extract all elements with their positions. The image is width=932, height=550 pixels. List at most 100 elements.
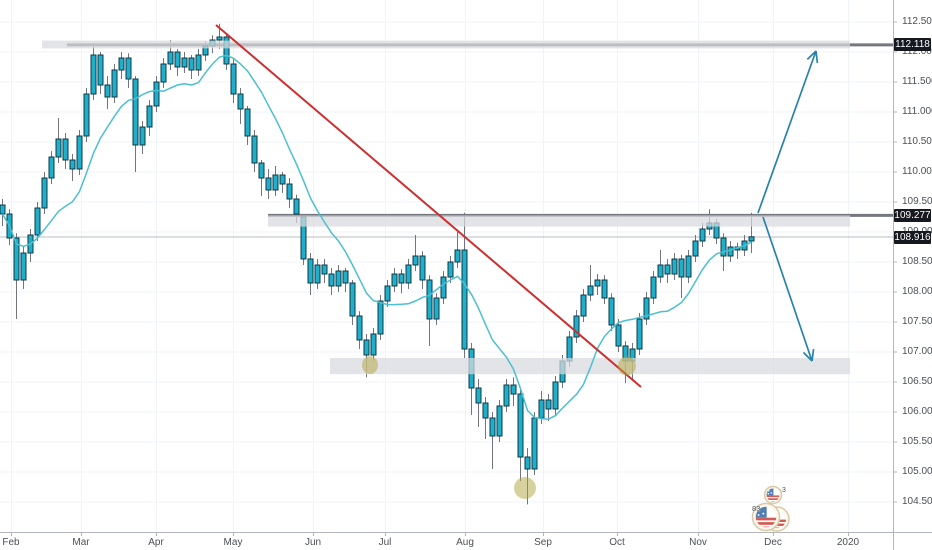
candle	[531, 417, 538, 470]
price-tick-label: 105.000	[902, 466, 932, 477]
time-axis-label: May	[223, 537, 243, 548]
watermark-text-top: 3	[782, 487, 786, 494]
resistance-zone-112[interactable]	[42, 40, 850, 49]
candle	[69, 159, 76, 170]
candle	[426, 279, 433, 320]
price-tick-label: 106.500	[902, 376, 932, 387]
moving-average-line[interactable]	[1, 54, 752, 420]
candle	[615, 324, 622, 347]
candle	[524, 456, 531, 470]
bearish-projection-arrow[interactable]	[762, 216, 815, 362]
candle	[370, 333, 377, 356]
candle	[419, 255, 426, 281]
time-axis-label: Apr	[148, 537, 164, 548]
candle	[293, 198, 300, 215]
price-tick-label: 110.000	[902, 166, 932, 177]
candle	[55, 138, 62, 158]
candle	[657, 264, 664, 278]
candle	[0, 204, 6, 215]
candle	[20, 252, 27, 281]
time-axis-label: Sep	[534, 537, 552, 548]
candle	[258, 162, 265, 179]
price-tick-label: 110.500	[902, 136, 932, 147]
candle	[447, 261, 454, 278]
time-axis-label: Jul	[378, 537, 392, 548]
time-axis-label: 2020	[836, 537, 860, 548]
candle	[391, 273, 398, 287]
candle	[349, 282, 356, 317]
time-axis-label: Jun	[304, 537, 322, 548]
candle	[167, 51, 174, 65]
candle	[545, 399, 552, 410]
candle	[118, 57, 125, 71]
candle	[307, 258, 314, 284]
time-axis-label: Aug	[456, 537, 474, 548]
candle	[517, 393, 524, 458]
candle	[223, 36, 230, 65]
watermark-text-bottom: 83	[752, 504, 760, 513]
candle	[566, 336, 573, 362]
price-tick-label: 105.500	[902, 436, 932, 447]
candle	[496, 405, 503, 437]
candle	[195, 54, 202, 71]
support-zone-106[interactable]	[330, 358, 850, 375]
descending-trendline[interactable]	[215, 24, 642, 388]
publisher-logo-watermark: 3 83	[751, 485, 790, 532]
candle	[482, 402, 489, 419]
price-badge: 112.118	[894, 38, 931, 52]
candle	[727, 246, 734, 257]
candle	[608, 297, 615, 326]
candle	[90, 54, 97, 95]
candle	[601, 279, 608, 299]
resistance-zone-109[interactable]	[268, 215, 850, 227]
candle	[265, 177, 272, 191]
candle	[538, 399, 545, 419]
candle	[440, 276, 447, 299]
candle	[664, 264, 671, 275]
time-axis-label: Feb	[2, 537, 20, 548]
candle	[174, 51, 181, 68]
candle	[685, 255, 692, 278]
candle	[188, 57, 195, 71]
price-tick-label: 111.000	[902, 106, 932, 117]
candle	[692, 240, 699, 257]
highlight-circle-2[interactable]	[514, 477, 536, 499]
candle	[342, 270, 349, 284]
candle	[671, 258, 678, 275]
price-tick-label: 109.500	[902, 196, 932, 207]
candle	[580, 294, 587, 317]
candle	[41, 177, 48, 209]
candle	[720, 237, 727, 257]
bullish-projection-arrow[interactable]	[757, 50, 819, 214]
candle	[699, 228, 706, 242]
candle	[34, 207, 41, 236]
candle	[748, 236, 755, 242]
candle	[244, 108, 251, 137]
candle	[398, 273, 405, 284]
candle	[321, 264, 328, 275]
candle	[132, 78, 139, 146]
candle	[594, 279, 601, 287]
price-tick-label: 108.500	[902, 256, 932, 267]
candle	[314, 264, 321, 284]
candle	[76, 135, 83, 170]
price-tick-label: 107.500	[902, 316, 932, 327]
price-tick-label: 107.000	[902, 346, 932, 357]
candle	[272, 174, 279, 191]
candle	[97, 54, 104, 86]
candle	[83, 93, 90, 137]
candle	[111, 69, 118, 98]
candle	[230, 63, 237, 95]
highlight-circle-3[interactable]	[618, 356, 636, 376]
candle	[636, 318, 643, 350]
candle	[153, 81, 160, 107]
candle	[286, 183, 293, 200]
candle	[48, 156, 55, 179]
candle	[139, 126, 146, 146]
candle	[454, 249, 461, 263]
highlight-circle-1[interactable]	[362, 356, 378, 374]
candle	[678, 258, 685, 278]
price-tick-label: 111.500	[902, 76, 932, 87]
